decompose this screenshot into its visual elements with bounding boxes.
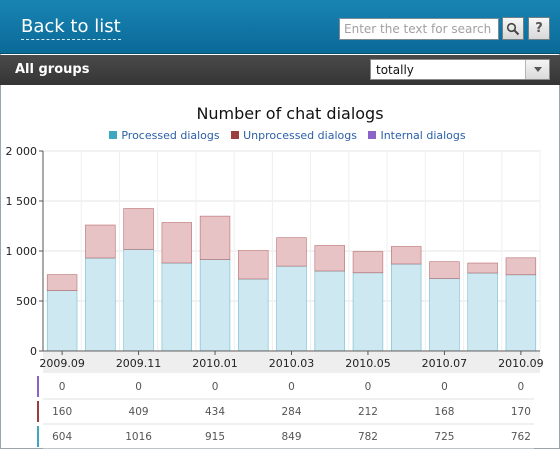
bar-unprocessed — [352, 251, 384, 274]
y-tick-label: 2 000 — [6, 145, 38, 158]
data-table-cell: 762 — [511, 431, 531, 443]
data-table-marker — [37, 376, 39, 397]
groups-label: All groups — [15, 62, 90, 77]
legend-label: Processed dialogs — [121, 129, 220, 142]
data-table-cell: 0 — [288, 381, 295, 393]
y-tick-label: 1 000 — [6, 245, 38, 258]
bar-processed — [390, 263, 422, 352]
chart-legend: Processed dialogs Unprocessed dialogs In… — [0, 129, 560, 142]
data-table-cell: 0 — [441, 381, 448, 393]
chart-title: Number of chat dialogs — [196, 104, 384, 123]
bar-processed — [238, 278, 269, 352]
legend-swatch — [368, 131, 377, 139]
chevron-down-icon[interactable] — [525, 60, 549, 79]
legend-item-internal[interactable]: Internal dialogs — [368, 129, 466, 142]
x-tick-label: 2010.07 — [422, 357, 468, 370]
bar-processed — [429, 278, 460, 352]
bar-processed — [161, 262, 193, 352]
search-icon — [506, 22, 520, 35]
x-tick-label: 2010.05 — [345, 357, 391, 370]
bar-unprocessed — [390, 246, 422, 265]
x-tick-label: 2010.03 — [269, 357, 315, 370]
bar-processed — [467, 272, 498, 352]
bar-processed — [276, 265, 307, 352]
back-to-list-link[interactable]: Back to list — [21, 16, 121, 40]
bar-unprocessed — [467, 262, 498, 274]
search-input[interactable] — [339, 18, 499, 40]
bar-unprocessed — [429, 261, 460, 279]
bar-processed — [46, 290, 78, 352]
data-table-cell: 284 — [281, 406, 301, 418]
x-tick-label: 2010.01 — [192, 357, 238, 370]
data-table-marker — [37, 401, 39, 422]
x-axis-band — [43, 352, 540, 373]
y-tick-label: 500 — [16, 295, 37, 308]
help-icon: ? — [535, 21, 543, 36]
bar-processed — [123, 249, 154, 352]
data-table-cell: 0 — [365, 381, 372, 393]
y-tick-label: 0 — [30, 345, 37, 358]
bar-unprocessed — [161, 222, 193, 264]
y-tick-label: 1 500 — [6, 195, 38, 208]
bar-unprocessed — [314, 245, 345, 272]
groups-bar: All groups — [0, 55, 560, 85]
bar-unprocessed — [46, 274, 78, 291]
data-table-cell: 1016 — [125, 431, 152, 443]
bar-unprocessed — [276, 237, 307, 267]
legend-swatch — [109, 131, 118, 139]
x-tick-label: 2009.11 — [116, 357, 162, 370]
data-table-cell: 160 — [52, 406, 72, 418]
bar-processed — [352, 272, 384, 352]
bar-unprocessed — [505, 257, 537, 276]
legend-swatch — [231, 131, 240, 139]
period-select-value: totally — [376, 63, 414, 77]
bar-unprocessed — [123, 208, 154, 250]
data-table-cell: 0 — [59, 381, 66, 393]
bar-unprocessed — [238, 250, 269, 280]
data-table-cell: 409 — [129, 406, 149, 418]
data-table-cell: 170 — [511, 406, 531, 418]
bar-processed — [85, 257, 116, 352]
data-table-cell: 0 — [212, 381, 219, 393]
bar-processed — [505, 274, 537, 352]
data-table-cell: 0 — [518, 381, 525, 393]
legend-label: Internal dialogs — [380, 129, 466, 142]
bar-unprocessed — [85, 224, 116, 259]
legend-label: Unprocessed dialogs — [243, 129, 357, 142]
data-table-cell: 0 — [135, 381, 142, 393]
bar-processed — [314, 270, 345, 352]
data-table-marker — [37, 426, 39, 447]
x-tick-label: 2009.09 — [39, 357, 85, 370]
data-table-cell: 915 — [205, 431, 225, 443]
period-select[interactable]: totally — [370, 59, 550, 80]
data-table-cell: 849 — [281, 431, 301, 443]
bar-processed — [199, 259, 231, 352]
bar-unprocessed — [199, 215, 231, 260]
data-table-cell: 782 — [358, 431, 378, 443]
legend-item-processed[interactable]: Processed dialogs — [109, 129, 220, 142]
help-button[interactable]: ? — [528, 17, 550, 40]
legend-item-unprocessed[interactable]: Unprocessed dialogs — [231, 129, 357, 142]
data-table-cell: 168 — [434, 406, 454, 418]
data-table-cell: 604 — [52, 431, 72, 443]
data-table-cell: 434 — [205, 406, 225, 418]
search-button[interactable] — [502, 17, 524, 40]
x-tick-label: 2010.09 — [498, 357, 544, 370]
data-table-cell: 725 — [434, 431, 454, 443]
data-table-cell: 212 — [358, 406, 378, 418]
